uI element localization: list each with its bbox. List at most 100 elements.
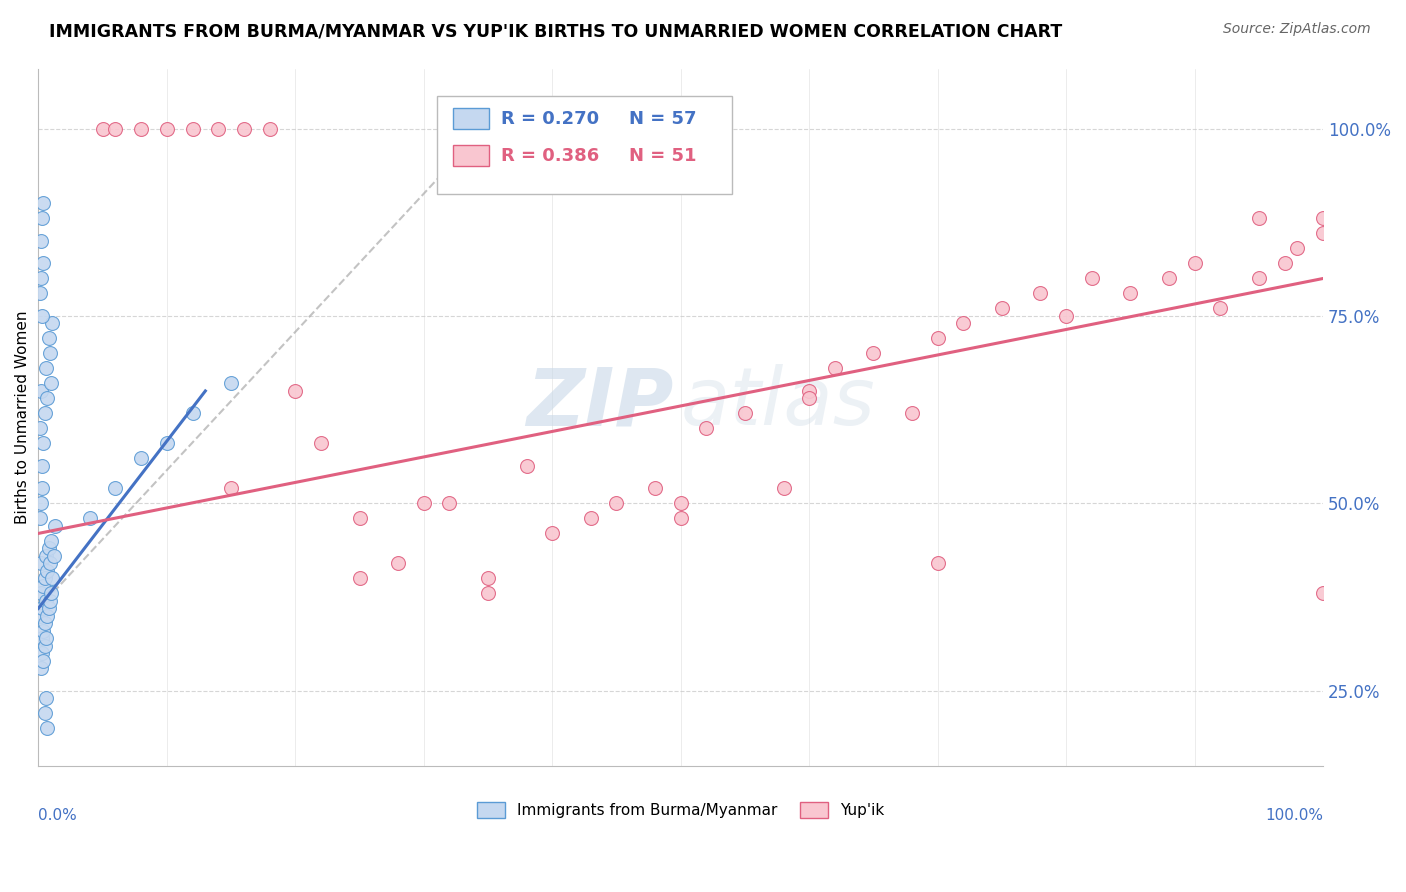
Point	[35, 691, 58, 706]
Point	[1184, 256, 1206, 270]
Point	[669, 496, 692, 510]
Point	[35, 594, 58, 608]
Point	[1081, 271, 1104, 285]
Point	[35, 632, 58, 646]
Point	[38, 557, 60, 571]
Point	[30, 557, 52, 571]
FancyBboxPatch shape	[453, 108, 489, 129]
Text: R = 0.270: R = 0.270	[501, 110, 599, 128]
Point	[35, 549, 58, 563]
Point	[39, 533, 62, 548]
Point	[31, 482, 53, 496]
Point	[349, 511, 371, 525]
Point	[32, 654, 55, 668]
Text: R = 0.386: R = 0.386	[501, 146, 599, 165]
Point	[824, 361, 846, 376]
Point	[32, 579, 55, 593]
Point	[38, 594, 60, 608]
Point	[30, 234, 52, 248]
Text: 0.0%: 0.0%	[38, 808, 77, 822]
Point	[37, 564, 59, 578]
Point	[1247, 271, 1270, 285]
Point	[34, 407, 56, 421]
Point	[901, 407, 924, 421]
Point	[31, 601, 53, 615]
Text: ZIP: ZIP	[527, 364, 673, 442]
Point	[232, 121, 254, 136]
Point	[579, 511, 602, 525]
Point	[156, 121, 179, 136]
Point	[32, 436, 55, 450]
Point	[156, 436, 179, 450]
Point	[991, 301, 1014, 316]
Point	[30, 271, 52, 285]
Point	[30, 496, 52, 510]
Point	[37, 722, 59, 736]
Point	[31, 458, 53, 473]
Point	[38, 331, 60, 345]
Point	[349, 571, 371, 585]
Point	[1119, 286, 1142, 301]
Point	[37, 392, 59, 406]
Point	[1054, 309, 1077, 323]
Point	[284, 384, 307, 398]
Point	[1286, 242, 1309, 256]
Point	[129, 451, 152, 466]
Point	[91, 121, 114, 136]
Point	[34, 616, 56, 631]
Point	[1312, 227, 1334, 241]
Point	[477, 586, 499, 600]
Point	[31, 647, 53, 661]
Point	[605, 496, 627, 510]
Y-axis label: Births to Unmarried Women: Births to Unmarried Women	[15, 310, 30, 524]
Point	[259, 121, 281, 136]
Text: N = 57: N = 57	[630, 110, 697, 128]
Point	[41, 571, 63, 585]
Point	[644, 482, 666, 496]
Point	[28, 511, 51, 525]
Point	[207, 121, 229, 136]
Point	[38, 346, 60, 360]
Point	[181, 121, 204, 136]
Point	[42, 549, 65, 563]
FancyBboxPatch shape	[453, 145, 489, 166]
Point	[799, 392, 821, 406]
Point	[28, 421, 51, 435]
Point	[387, 557, 409, 571]
Point	[181, 407, 204, 421]
Point	[862, 346, 884, 360]
Text: 100.0%: 100.0%	[1265, 808, 1323, 822]
Legend: Immigrants from Burma/Myanmar, Yup'ik: Immigrants from Burma/Myanmar, Yup'ik	[471, 797, 890, 824]
Point	[734, 407, 756, 421]
Point	[32, 256, 55, 270]
Point	[34, 706, 56, 721]
Point	[30, 384, 52, 398]
Point	[31, 211, 53, 226]
Point	[927, 331, 949, 345]
Point	[477, 571, 499, 585]
Point	[31, 632, 53, 646]
Point	[1312, 586, 1334, 600]
Point	[79, 511, 101, 525]
Point	[1247, 211, 1270, 226]
Point	[34, 571, 56, 585]
Point	[1157, 271, 1180, 285]
Point	[1312, 211, 1334, 226]
Point	[952, 317, 974, 331]
Point	[39, 586, 62, 600]
Point	[1029, 286, 1052, 301]
Point	[44, 519, 66, 533]
Text: N = 51: N = 51	[630, 146, 697, 165]
Point	[31, 309, 53, 323]
Point	[695, 421, 717, 435]
Point	[1209, 301, 1232, 316]
Text: atlas: atlas	[681, 364, 876, 442]
Point	[35, 361, 58, 376]
Point	[32, 196, 55, 211]
Point	[129, 121, 152, 136]
Point	[309, 436, 332, 450]
Text: Source: ZipAtlas.com: Source: ZipAtlas.com	[1223, 22, 1371, 37]
Point	[38, 601, 60, 615]
Point	[37, 608, 59, 623]
Point	[799, 384, 821, 398]
